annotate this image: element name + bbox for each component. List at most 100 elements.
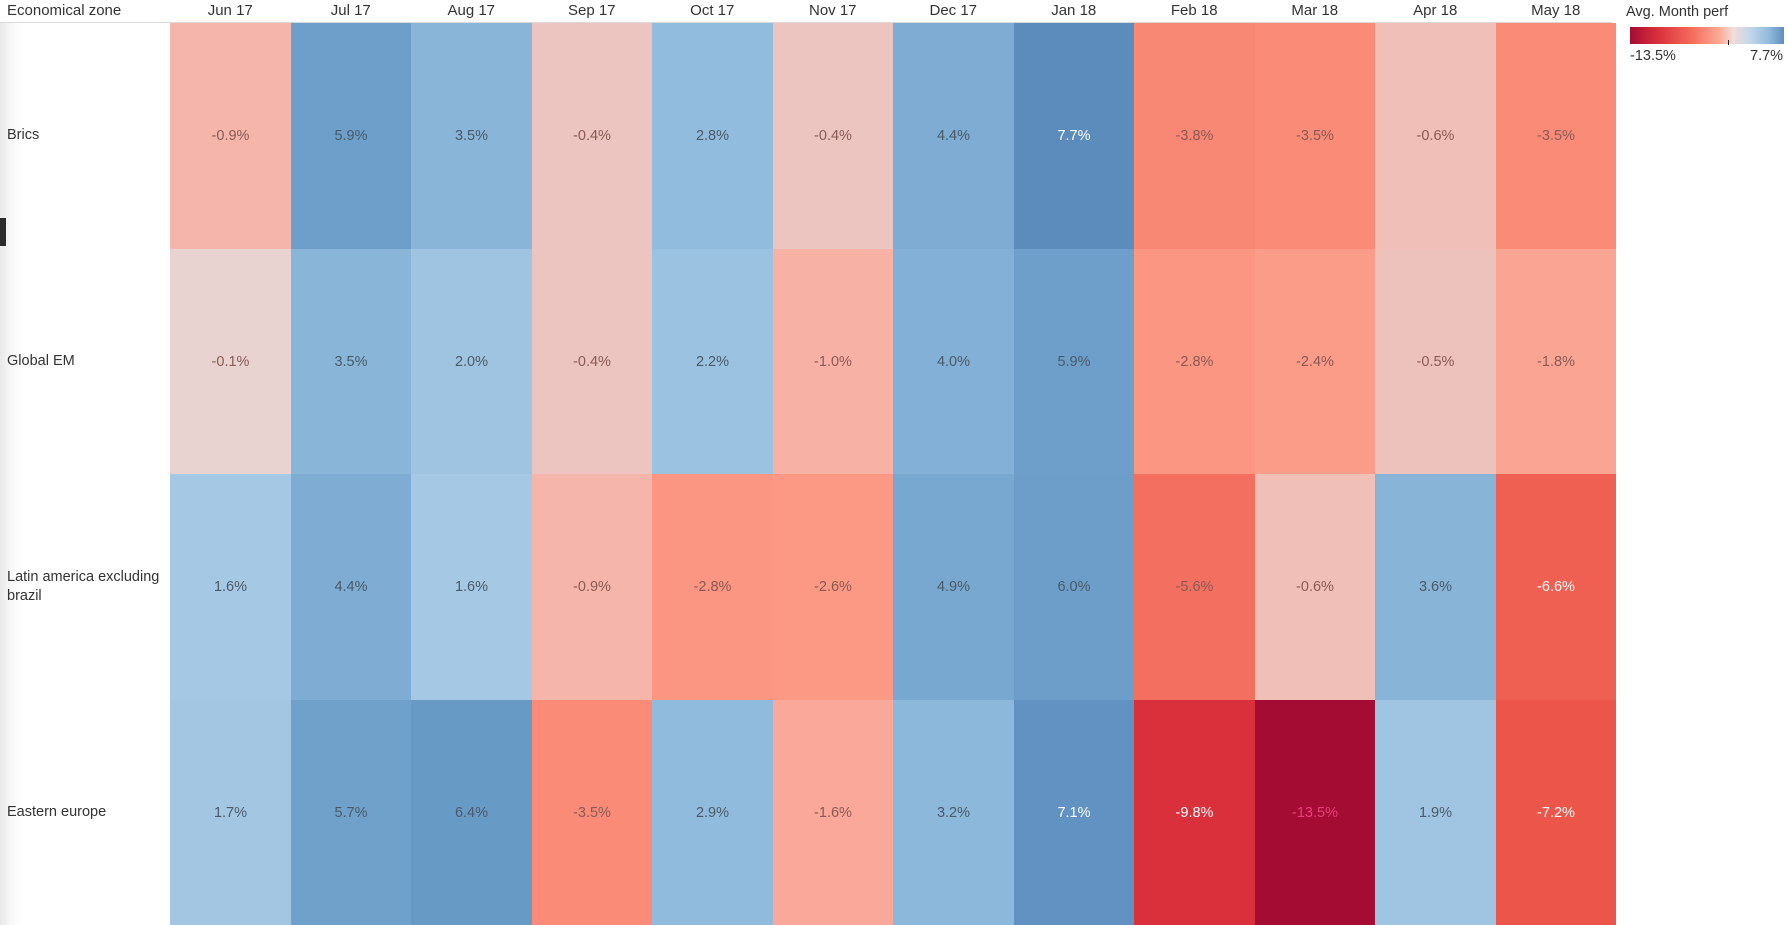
row-header-background bbox=[0, 22, 170, 925]
heatmap-cell[interactable]: -2.8% bbox=[1134, 249, 1255, 474]
cell-value-label: -6.6% bbox=[1537, 579, 1575, 595]
row-label: Global EM bbox=[7, 352, 75, 369]
cell-value-label: -0.4% bbox=[573, 128, 611, 144]
row-label: Eastern europe bbox=[7, 803, 107, 820]
cell-value-label: -0.4% bbox=[814, 128, 852, 144]
cell-value-label: 5.9% bbox=[334, 128, 368, 144]
cell-value-label: 4.4% bbox=[334, 579, 368, 595]
heatmap-cell[interactable]: -6.6% bbox=[1496, 474, 1616, 700]
heatmap-cell[interactable]: 2.8% bbox=[652, 23, 773, 249]
row-label: Latin america excluding brazil bbox=[7, 568, 160, 604]
column-label: Jan 18 bbox=[1051, 2, 1097, 19]
heatmap-cell[interactable]: 1.9% bbox=[1375, 700, 1496, 925]
heatmap-cell[interactable]: -3.5% bbox=[1496, 23, 1616, 249]
heatmap-cell[interactable]: 1.6% bbox=[170, 474, 291, 700]
cell-value-label: -0.6% bbox=[1416, 128, 1455, 144]
column-label: Aug 17 bbox=[447, 2, 496, 19]
heatmap-cell[interactable]: -9.8% bbox=[1134, 700, 1255, 925]
heatmap-cell[interactable]: 7.7% bbox=[1014, 23, 1134, 249]
cell-value-label: 1.7% bbox=[213, 804, 248, 821]
heatmap-cell[interactable]: 1.7% bbox=[170, 700, 291, 925]
cell-value-label: 3.5% bbox=[454, 128, 489, 144]
column-label: Feb 18 bbox=[1170, 2, 1218, 19]
heatmap-cell[interactable]: -7.2% bbox=[1496, 700, 1616, 925]
heatmap-cell[interactable]: 3.2% bbox=[893, 700, 1014, 925]
heatmap-cell[interactable]: -1.0% bbox=[773, 249, 893, 474]
heatmap-cell[interactable]: 2.2% bbox=[652, 249, 773, 474]
heatmap-cell[interactable]: 3.5% bbox=[411, 23, 532, 249]
heatmap-cell[interactable]: 2.0% bbox=[411, 249, 532, 474]
cell-value-label: 1.6% bbox=[454, 579, 489, 595]
heatmap-cell[interactable]: 6.0% bbox=[1014, 474, 1134, 700]
cell-value-label: -3.5% bbox=[573, 804, 611, 821]
cell-value-label: -1.6% bbox=[814, 804, 852, 821]
heatmap-cell[interactable]: 4.4% bbox=[291, 474, 411, 700]
cell-value-label: 4.9% bbox=[936, 579, 971, 595]
heatmap-cell[interactable]: -0.9% bbox=[532, 474, 652, 700]
cell-value-label: -1.0% bbox=[814, 353, 852, 370]
cell-value-label: 6.4% bbox=[454, 804, 489, 821]
column-label: Oct 17 bbox=[690, 2, 735, 19]
heatmap-cell[interactable]: -2.8% bbox=[652, 474, 773, 700]
cell-value-label: 7.7% bbox=[1057, 128, 1091, 144]
cell-value-label: 2.2% bbox=[695, 353, 730, 370]
cell-value-label: 2.8% bbox=[695, 128, 730, 144]
heatmap-cell[interactable]: 2.9% bbox=[652, 700, 773, 925]
heatmap-cell[interactable]: -1.6% bbox=[773, 700, 893, 925]
heatmap-cell[interactable]: -2.6% bbox=[773, 474, 893, 700]
cell-value-label: 5.9% bbox=[1057, 353, 1091, 370]
heatmap-cell[interactable]: -3.8% bbox=[1134, 23, 1255, 249]
cell-value-label: 6.0% bbox=[1057, 579, 1091, 595]
heatmap-cell[interactable]: -1.8% bbox=[1496, 249, 1616, 474]
cell-value-label: -0.5% bbox=[1416, 353, 1455, 370]
cell-value-label: -0.1% bbox=[211, 353, 250, 370]
cell-value-label: 1.9% bbox=[1418, 804, 1453, 821]
heatmap-cell[interactable]: -2.4% bbox=[1255, 249, 1375, 474]
header-divider bbox=[0, 22, 1612, 23]
column-label: Jul 17 bbox=[330, 2, 371, 19]
cell-value-label: 3.6% bbox=[1418, 579, 1453, 595]
heatmap-cell[interactable]: 3.6% bbox=[1375, 474, 1496, 700]
heatmap-cell[interactable]: -0.4% bbox=[532, 23, 652, 249]
heatmap-cell[interactable]: -5.6% bbox=[1134, 474, 1255, 700]
cell-value-label: 4.4% bbox=[936, 128, 971, 144]
column-label: Mar 18 bbox=[1291, 2, 1339, 19]
row-label: Brics bbox=[7, 127, 40, 144]
heatmap-cell[interactable]: 3.5% bbox=[291, 249, 411, 474]
heatmap-cell[interactable]: 7.1% bbox=[1014, 700, 1134, 925]
heatmap-cell[interactable]: -0.6% bbox=[1375, 23, 1496, 249]
legend-zero-tick bbox=[1728, 40, 1729, 45]
cell-value-label: 4.0% bbox=[936, 353, 971, 370]
heatmap-cell[interactable]: -0.4% bbox=[532, 249, 652, 474]
heatmap-cell[interactable]: -0.6% bbox=[1255, 474, 1375, 700]
cell-value-label: -3.5% bbox=[1296, 128, 1334, 144]
column-label: Jun 17 bbox=[207, 2, 253, 19]
heatmap-cell[interactable]: -0.4% bbox=[773, 23, 893, 249]
column-label: Sep 17 bbox=[567, 2, 616, 19]
heatmap-cell[interactable]: -0.5% bbox=[1375, 249, 1496, 474]
cell-value-label: -3.5% bbox=[1537, 128, 1575, 144]
heatmap-cell[interactable]: 4.4% bbox=[893, 23, 1014, 249]
cell-value-label: 5.7% bbox=[334, 804, 368, 821]
heatmap-cell[interactable]: 1.6% bbox=[411, 474, 532, 700]
heatmap-cell[interactable]: -0.9% bbox=[170, 23, 291, 249]
cell-value-label: 3.5% bbox=[334, 353, 368, 370]
heatmap-cell[interactable]: 5.7% bbox=[291, 700, 411, 925]
heatmap-cell[interactable]: 5.9% bbox=[291, 23, 411, 249]
row-header-title: Economical zone bbox=[7, 2, 122, 19]
cell-value-label: -7.2% bbox=[1537, 804, 1575, 821]
cell-value-label: -1.8% bbox=[1537, 353, 1575, 370]
cell-value-label: 7.1% bbox=[1057, 804, 1091, 821]
heatmap-cell[interactable]: 4.0% bbox=[893, 249, 1014, 474]
heatmap-cell[interactable]: -3.5% bbox=[1255, 23, 1375, 249]
cell-value-label: -0.9% bbox=[211, 128, 250, 144]
cell-value-label: -5.6% bbox=[1175, 579, 1214, 595]
heatmap-cell[interactable]: 4.9% bbox=[893, 474, 1014, 700]
cell-value-label: -2.8% bbox=[693, 579, 732, 595]
heatmap-cell[interactable]: -0.1% bbox=[170, 249, 291, 474]
heatmap-cell[interactable]: -3.5% bbox=[532, 700, 652, 925]
legend-color-ramp bbox=[1630, 27, 1784, 44]
heatmap-cell[interactable]: 5.9% bbox=[1014, 249, 1134, 474]
heatmap-cell[interactable]: -13.5% bbox=[1255, 700, 1375, 925]
heatmap-cell[interactable]: 6.4% bbox=[411, 700, 532, 925]
